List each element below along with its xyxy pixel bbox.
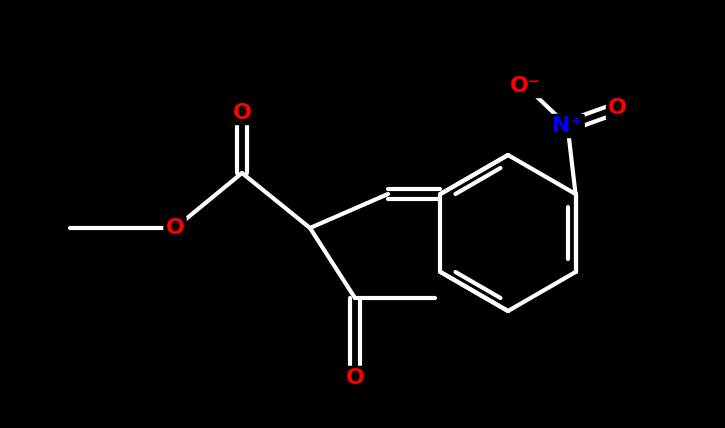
Text: O: O: [165, 218, 184, 238]
Text: N⁺: N⁺: [552, 116, 583, 136]
Text: O: O: [346, 368, 365, 388]
Text: O⁻: O⁻: [510, 76, 541, 96]
Text: O: O: [608, 98, 627, 118]
Text: O: O: [233, 103, 252, 123]
